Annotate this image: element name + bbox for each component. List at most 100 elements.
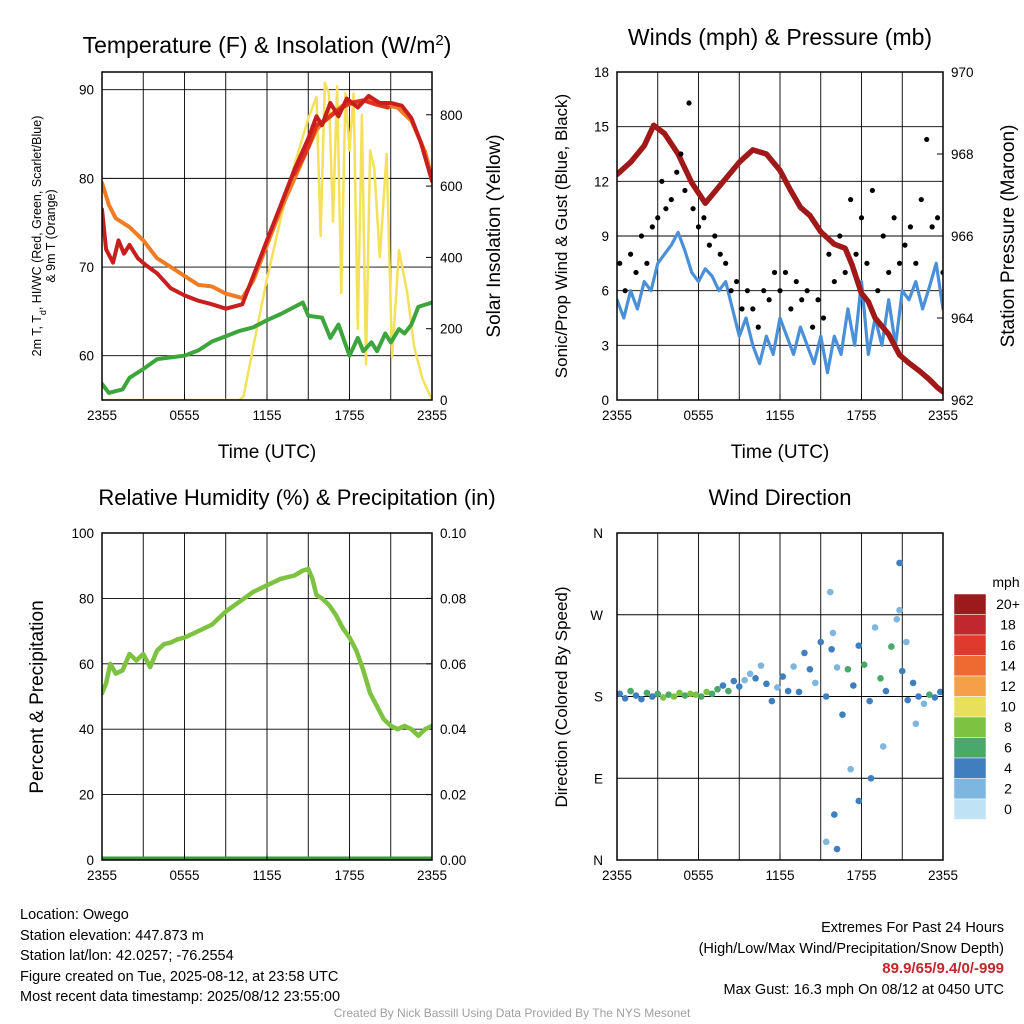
- y-tick-label: 100: [71, 526, 94, 541]
- y-tick-label: 60: [79, 349, 94, 364]
- gust-point: [934, 215, 941, 221]
- x-tick-label: 2355: [928, 408, 958, 423]
- direction-point: [795, 688, 803, 696]
- direction-point: [850, 682, 857, 689]
- gust-point: [907, 224, 914, 230]
- y-axis-label: Sonic/Prop Wind & Gust (Blue, Black): [552, 94, 571, 378]
- y-axis-label: 2m T, Td, HI/WC (Red, Green, Scarlet/Blu…: [30, 116, 48, 357]
- y-tick-label-right: 200: [440, 322, 463, 337]
- x-tick-label: 1755: [846, 868, 876, 883]
- gust-point: [627, 251, 634, 257]
- direction-point: [741, 676, 748, 684]
- y-tick-label-right: 0.08: [440, 591, 466, 606]
- y-tick-label: N: [593, 853, 603, 868]
- y-tick-label: 9: [601, 229, 609, 244]
- y-tick-label-right: 0.00: [440, 853, 466, 868]
- colorbar-label: 4: [1004, 760, 1012, 776]
- colorbar-label: 14: [1000, 658, 1016, 674]
- gust-point: [858, 215, 865, 221]
- direction-point: [904, 696, 911, 704]
- direction-point: [801, 649, 808, 657]
- credit-text: Created By Nick Bassill Using Data Provi…: [333, 1006, 691, 1020]
- gust-point: [880, 233, 886, 239]
- direction-point: [926, 691, 933, 698]
- series-line: [102, 300, 432, 395]
- direction-point: [882, 687, 890, 695]
- y-tick-label-right: 966: [951, 229, 974, 244]
- gust-point: [782, 269, 789, 276]
- direction-point: [659, 694, 667, 701]
- colorbar-label: 8: [1004, 719, 1012, 735]
- colorbar-label: 18: [1000, 617, 1016, 633]
- gust-point: [622, 288, 628, 294]
- x-axis-label: Time (UTC): [218, 442, 317, 463]
- gust-point: [913, 260, 919, 266]
- extremes-title: Extremes For Past 24 Hours: [821, 920, 1004, 936]
- series-line: [617, 230, 943, 375]
- x-tick-label: 2355: [602, 408, 632, 423]
- direction-point: [909, 679, 917, 687]
- y-tick-label-right: 0.04: [440, 722, 467, 737]
- direction-point: [888, 643, 895, 650]
- gust-point: [712, 233, 718, 239]
- y-tick-label: 0: [86, 853, 94, 868]
- y-tick-label-right: 0: [440, 393, 448, 408]
- direction-point: [829, 629, 837, 637]
- y-tick-label-right: 962: [951, 393, 974, 408]
- colorbar-label: 16: [1000, 637, 1016, 653]
- direction-point: [784, 687, 792, 695]
- elevation-text: Station elevation: 447.873 m: [20, 927, 204, 944]
- series-group: [617, 559, 943, 853]
- gust-point: [663, 206, 669, 212]
- x-tick-label: 1155: [765, 408, 794, 423]
- gust-point: [848, 196, 854, 203]
- gust-point: [831, 278, 837, 285]
- x-tick-label: 2355: [602, 868, 632, 883]
- direction-point: [831, 811, 838, 818]
- direction-point: [839, 711, 846, 718]
- gust-point: [766, 297, 772, 303]
- gust-point: [896, 260, 903, 266]
- direction-point: [763, 680, 770, 688]
- direction-point: [621, 695, 629, 702]
- x-tick-label: 2355: [87, 408, 117, 423]
- gust-point: [820, 315, 827, 321]
- gust-point: [902, 242, 908, 248]
- x-tick-label: 1155: [252, 868, 281, 883]
- direction-point: [719, 682, 727, 689]
- gust-point: [924, 136, 930, 143]
- gust-point: [777, 288, 783, 294]
- direction-point: [654, 690, 662, 698]
- gust-point: [668, 196, 674, 203]
- y-tick-label: 3: [601, 338, 609, 353]
- gust-point: [617, 260, 623, 266]
- y-tick-label-right: 970: [951, 65, 974, 80]
- gust-point: [706, 242, 712, 248]
- direction-point: [768, 697, 776, 705]
- direction-point: [822, 693, 830, 700]
- colorbar-swatch: [953, 757, 987, 779]
- gust-point: [869, 187, 875, 194]
- gust-point: [918, 196, 924, 203]
- direction-point: [871, 624, 879, 631]
- created-text: Figure created on Tue, 2025-08-12, at 23…: [20, 968, 339, 985]
- colorbar-label: 20+: [996, 596, 1020, 612]
- panel-3: 0 20 40 60 80 100 0.00 0.02 0.04 0.06 0.08 0.10 2355…: [27, 485, 496, 883]
- direction-point: [903, 638, 910, 646]
- gust-point: [744, 288, 751, 294]
- colorbar-swatch: [953, 675, 987, 697]
- direction-point: [627, 687, 634, 695]
- series-line: [102, 93, 432, 311]
- direction-point: [822, 838, 830, 846]
- direction-point: [643, 689, 651, 697]
- direction-point: [752, 675, 759, 682]
- colorbar-title: mph: [992, 574, 1019, 590]
- panel-2: 0 3 6 9 12 15 18 962 964 966 968 970 2355 0555 1155 175…: [552, 24, 1019, 463]
- colorbar-swatch: [953, 716, 987, 738]
- y-tick-label: 0: [601, 393, 609, 408]
- y-tick-label: 80: [79, 171, 94, 186]
- direction-point: [893, 615, 901, 623]
- direction-point: [812, 679, 819, 687]
